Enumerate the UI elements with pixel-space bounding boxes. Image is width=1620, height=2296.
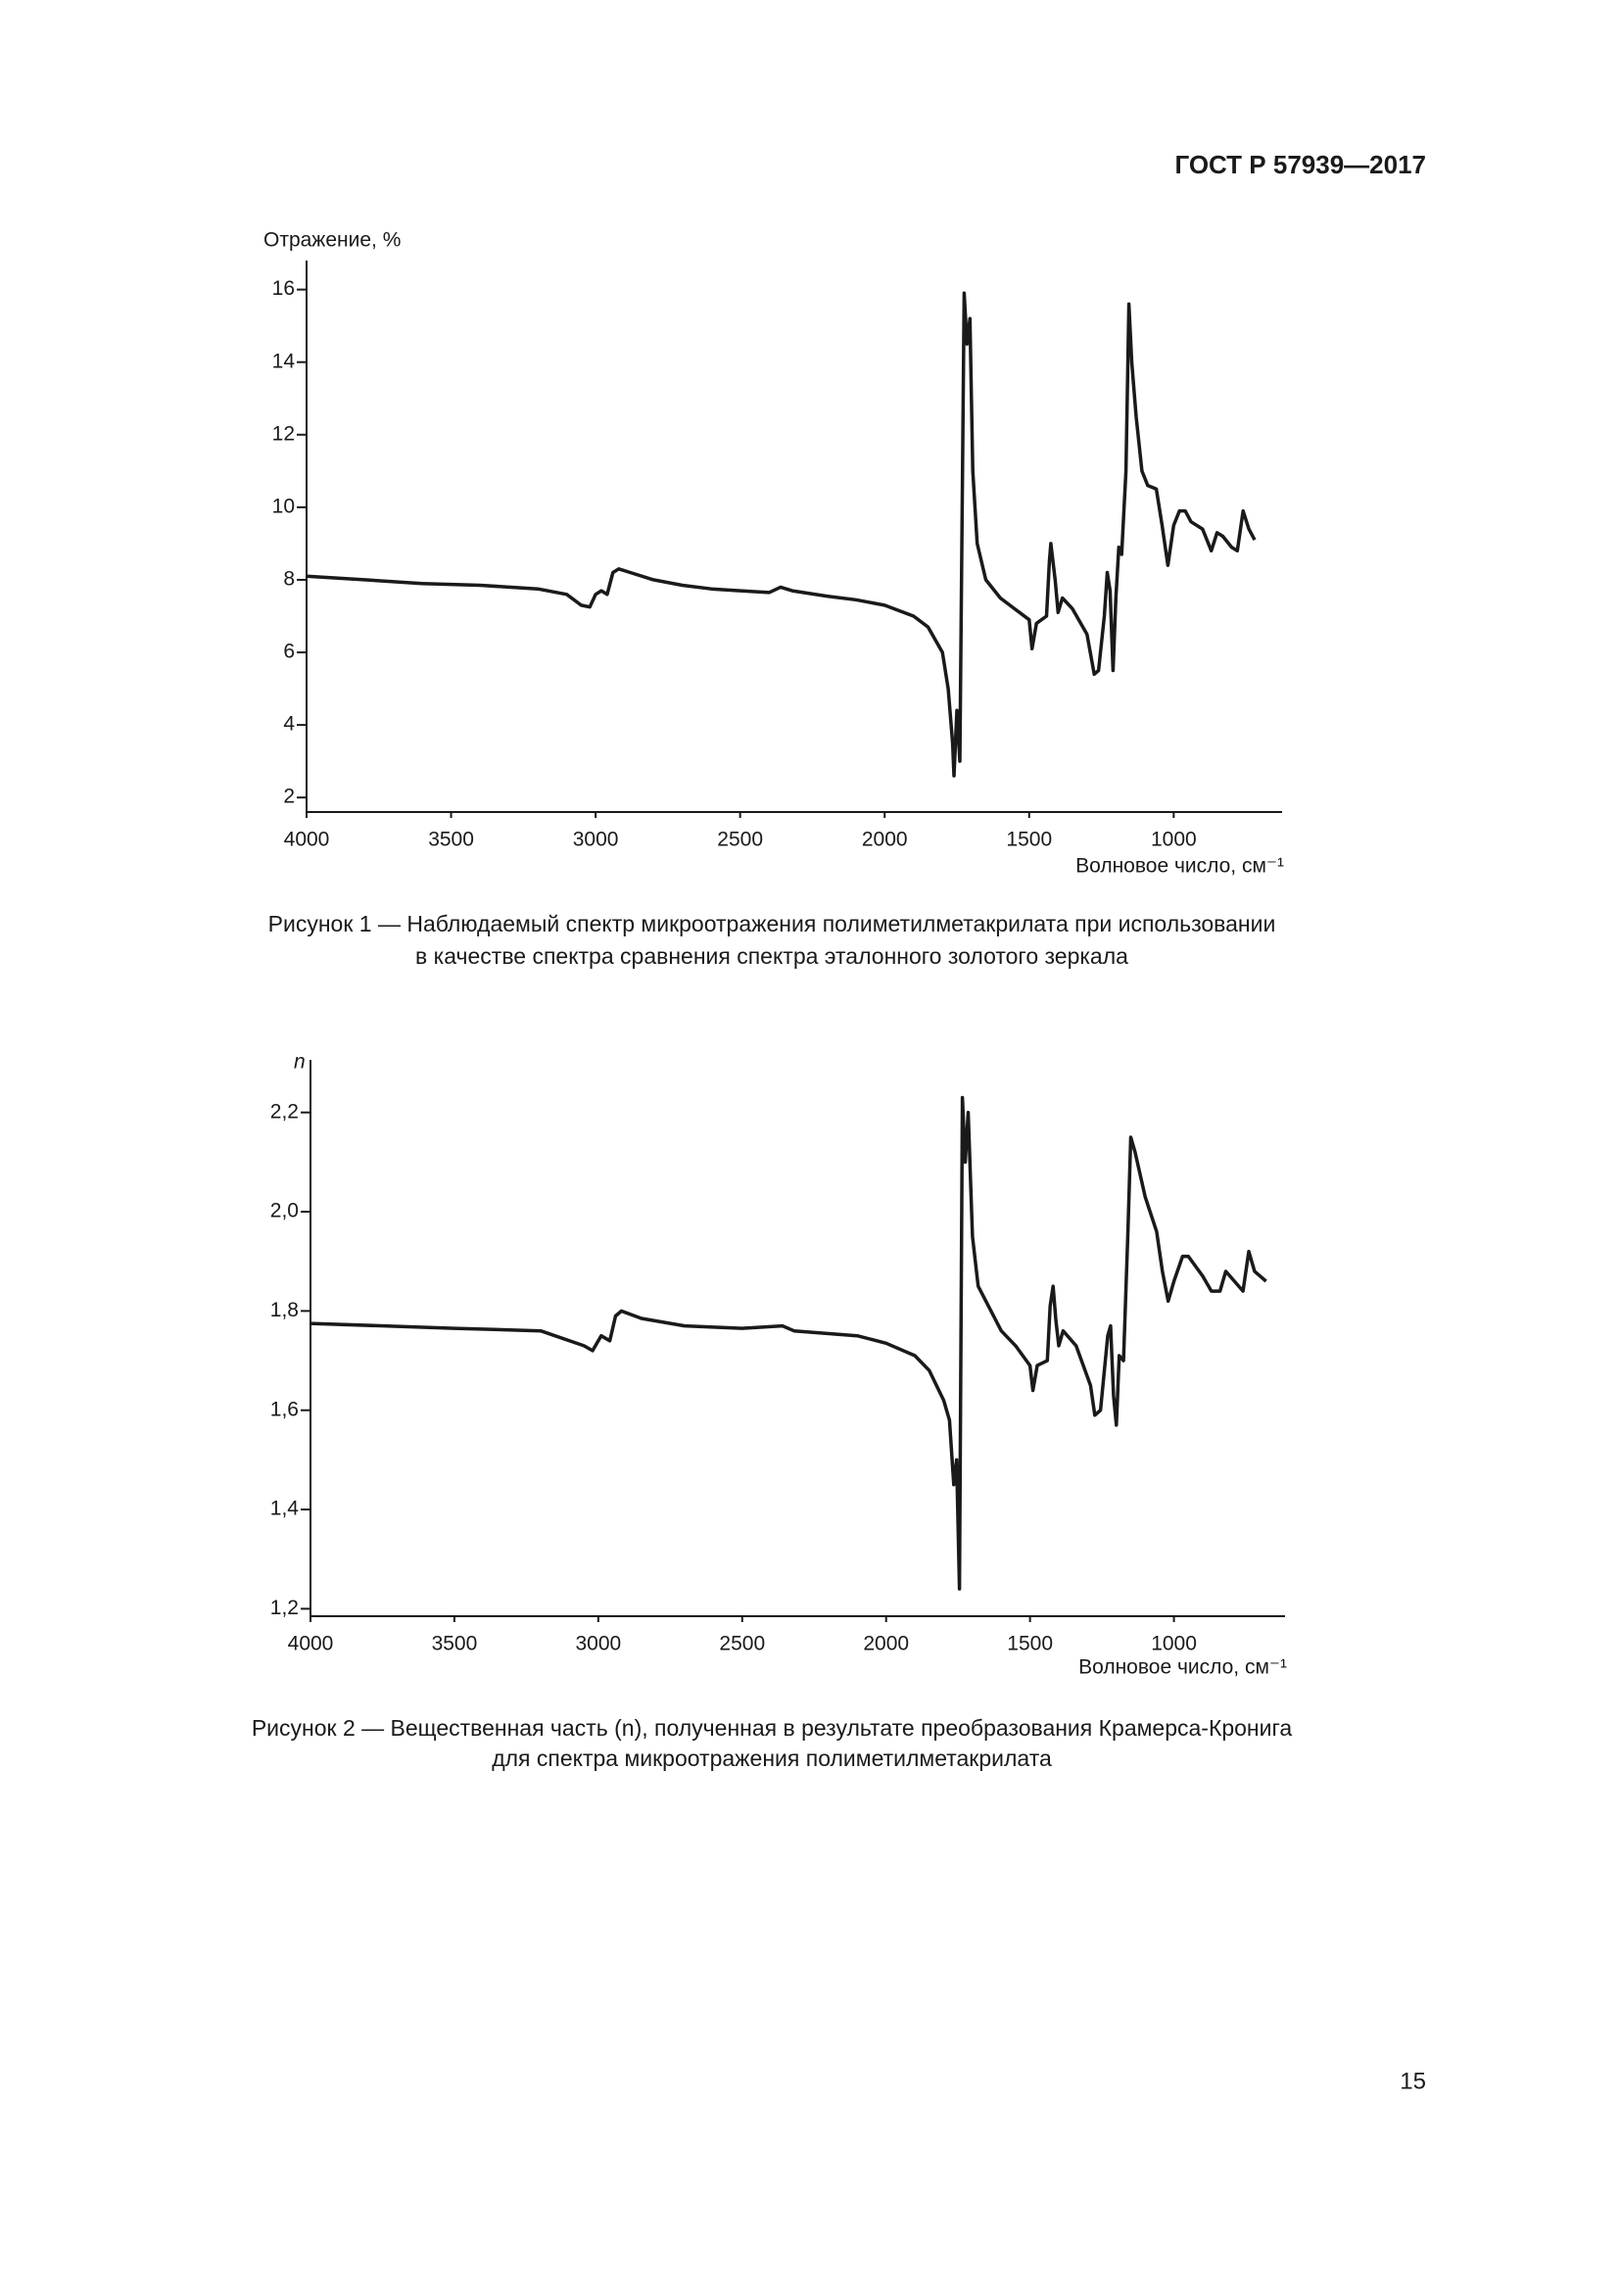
y-tick-label: 1,8 — [270, 1299, 299, 1321]
x-tick-label: 2500 — [717, 829, 763, 851]
x-tick-label: 1500 — [1007, 1633, 1053, 1655]
x-tick-label: 3500 — [432, 1633, 478, 1655]
x-tick-label: 2500 — [719, 1633, 765, 1655]
y-tick-label: 2,2 — [270, 1100, 299, 1123]
y-tick-label: 1,6 — [270, 1398, 299, 1420]
x-tick-label: 1500 — [1006, 829, 1052, 851]
y-tick-label: 1,4 — [270, 1498, 300, 1520]
x-tick-label: 4000 — [284, 829, 330, 851]
y-tick-label: 8 — [283, 567, 295, 590]
y-axis-title: Отражение, % — [263, 229, 401, 252]
y-tick-label: 4 — [283, 713, 295, 736]
y-tick-label: 10 — [272, 495, 295, 517]
figure-caption: Рисунок 2 — Вещественная часть (n), полу… — [252, 1715, 1293, 1741]
x-axis-title: Волновое число, см⁻¹ — [1078, 1656, 1287, 1679]
x-axis-title: Волновое число, см⁻¹ — [1075, 855, 1284, 878]
y-tick-label: 14 — [272, 350, 296, 372]
x-tick-label: 3000 — [575, 1633, 621, 1655]
y-tick-label: 2,0 — [270, 1200, 299, 1222]
x-tick-label: 3000 — [573, 829, 619, 851]
x-tick-label: 1000 — [1151, 1633, 1197, 1655]
y-tick-label: 16 — [272, 277, 295, 300]
y-tick-label: 12 — [272, 422, 295, 445]
x-tick-label: 3500 — [428, 829, 474, 851]
x-tick-label: 2000 — [863, 1633, 909, 1655]
figure-caption: для спектра микроотражения полиметилмета… — [492, 1746, 1052, 1771]
y-tick-label: 6 — [283, 641, 295, 663]
x-tick-label: 1000 — [1151, 829, 1197, 851]
spectrum-line — [306, 291, 1257, 778]
x-tick-label: 2000 — [862, 829, 908, 851]
y-tick-label: 1,2 — [270, 1597, 299, 1619]
figure-caption: в качестве спектра сравнения спектра эта… — [415, 943, 1128, 969]
y-axis-title: n — [294, 1051, 306, 1074]
y-tick-label: 2 — [283, 786, 295, 808]
header: ГОСТ Р 57939—2017 — [1174, 150, 1426, 179]
x-tick-label: 4000 — [288, 1633, 334, 1655]
spectrum-line — [310, 1095, 1267, 1591]
page-number: 15 — [1400, 2068, 1426, 2094]
figure-caption: Рисунок 1 — Наблюдаемый спектр микроотра… — [268, 911, 1276, 936]
